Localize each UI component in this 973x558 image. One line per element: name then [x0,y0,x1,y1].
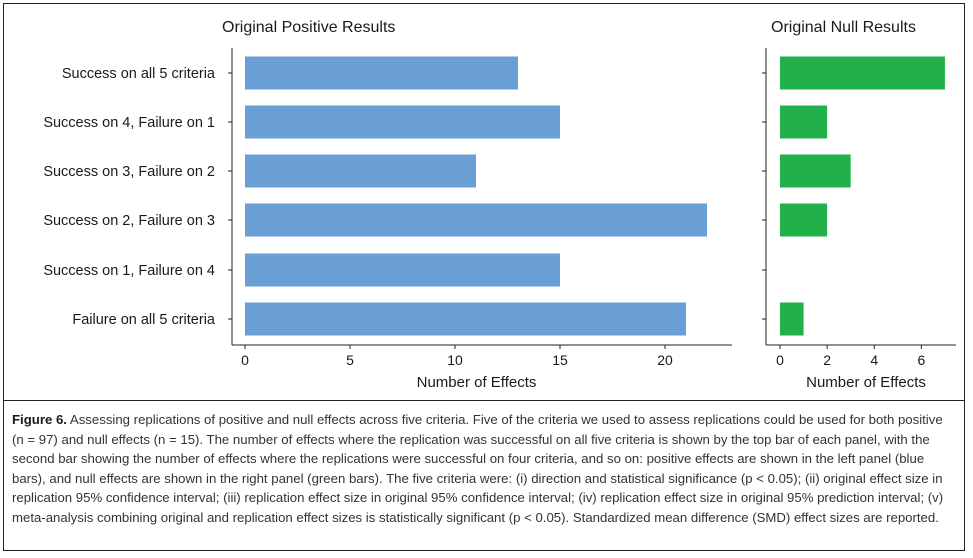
y-tick-label: Success on 1, Failure on 4 [43,263,215,279]
x-tick-label: 0 [241,352,249,368]
x-tick-label: 15 [552,352,568,368]
bar-right [780,56,945,90]
bar-right [780,105,828,139]
y-tick-label: Success on 2, Failure on 3 [43,213,215,229]
caption-label: Figure 6. [12,412,67,427]
bar-right [780,154,851,188]
bar-left [245,56,518,90]
y-tick-label: Success on all 5 criteria [62,66,216,82]
x-tick-label: 6 [917,352,925,368]
bar-left [245,302,686,336]
y-tick-label: Failure on all 5 criteria [72,312,216,328]
x-tick-label: 2 [823,352,831,368]
caption-text: Assessing replications of positive and n… [12,412,944,525]
x-tick-label: 20 [657,352,673,368]
x-tick-label: 10 [447,352,463,368]
bar-right [780,302,804,336]
panel-title-right: Original Null Results [771,19,916,36]
bar-left [245,154,476,188]
bar-right [780,203,828,237]
bar-left [245,203,707,237]
x-tick-label: 4 [870,352,878,368]
x-tick-label: 0 [776,352,784,368]
bar-left [245,253,560,287]
x-axis-label-left: Number of Effects [417,374,537,391]
bar-chart: Original Positive Results Success on all … [43,19,956,391]
x-tick-label: 5 [346,352,354,368]
y-tick-label: Success on 3, Failure on 2 [43,164,215,180]
x-axis-label-right: Number of Effects [806,374,926,391]
figure-frame [3,3,965,401]
y-tick-label: Success on 4, Failure on 1 [43,115,215,131]
panel-title-left: Original Positive Results [222,19,395,36]
figure-caption: Figure 6. Assessing replications of posi… [3,401,965,551]
bar-left [245,105,560,139]
